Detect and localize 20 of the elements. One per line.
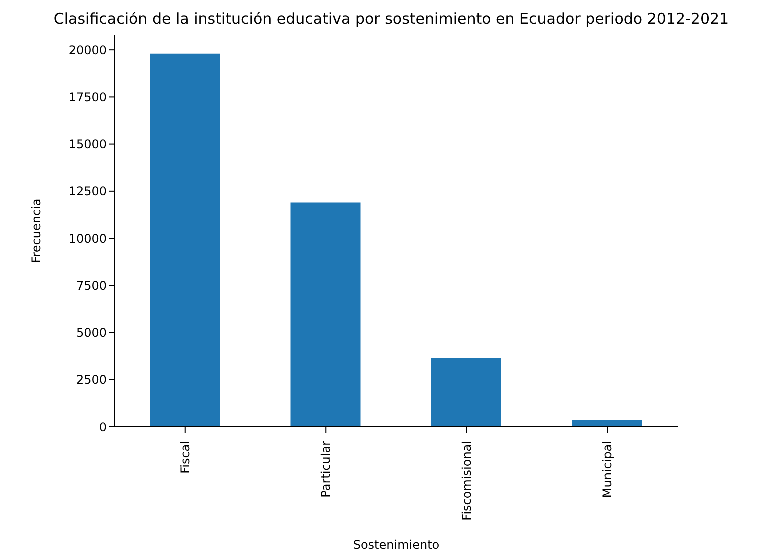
y-tick-label: 12500 <box>68 184 107 199</box>
bar <box>432 358 502 427</box>
bar <box>150 54 220 427</box>
x-tick-label: Particular <box>319 440 334 498</box>
y-tick-label: 7500 <box>76 278 107 293</box>
y-tick-label: 20000 <box>68 43 107 58</box>
bar <box>572 420 642 427</box>
x-tick-label: Fiscomisional <box>460 441 474 521</box>
x-tick-label: Municipal <box>600 441 615 498</box>
x-axis-title: Sostenimiento <box>353 538 440 551</box>
y-tick-label: 10000 <box>68 232 107 246</box>
x-tick-label: Fiscal <box>178 441 192 474</box>
y-tick-label: 17500 <box>68 90 107 104</box>
chart-title: Clasificación de la institución educativa por sostenimiento en Ecuador periodo 2012-2021 <box>52 10 730 28</box>
y-tick-label: 5000 <box>76 326 107 340</box>
y-tick-label: 0 <box>99 420 107 434</box>
bar <box>290 202 361 427</box>
y-tick-label: 15000 <box>68 138 107 152</box>
y-axis-title: Frecuencia <box>29 198 44 264</box>
y-tick-label: 2500 <box>76 373 107 388</box>
